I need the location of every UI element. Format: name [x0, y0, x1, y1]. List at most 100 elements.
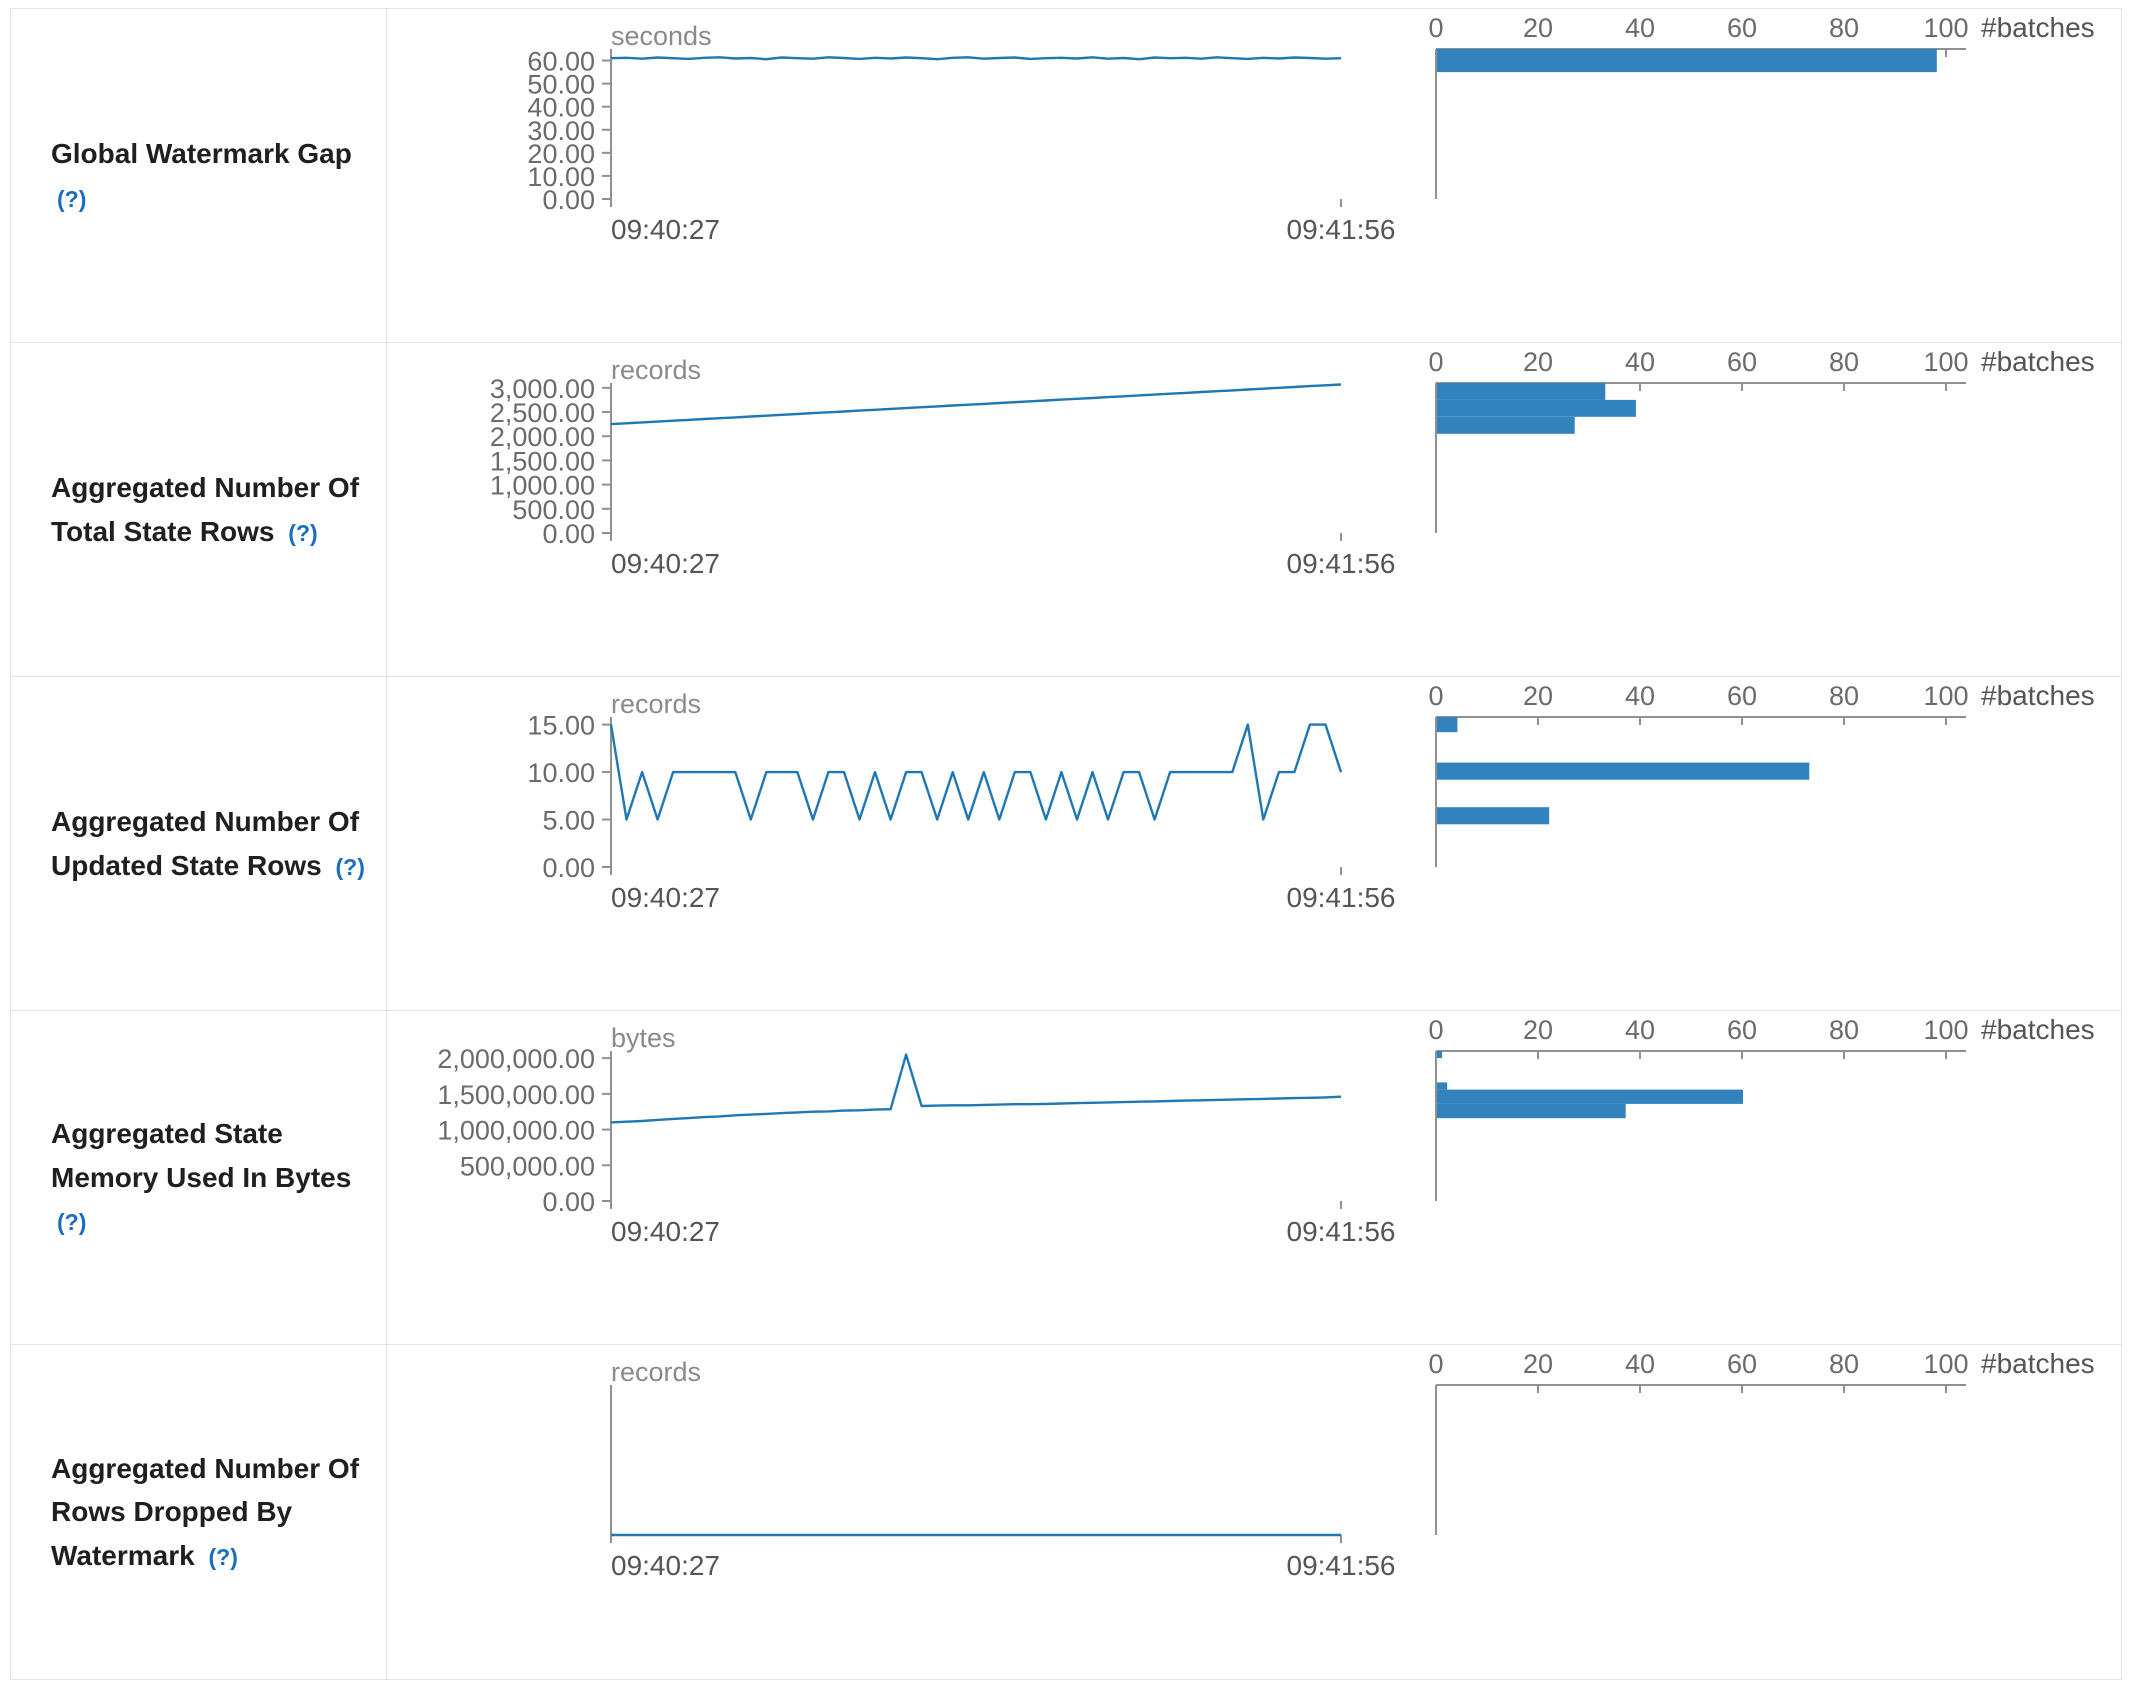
hist-x-tick-label: 0 — [1428, 347, 1443, 377]
hist-x-tick-label: 60 — [1727, 681, 1757, 711]
hist-x-tick-label: 40 — [1625, 347, 1655, 377]
y-tick-label: 500,000.00 — [460, 1151, 595, 1181]
hist-x-tick-label: 20 — [1523, 681, 1553, 711]
charts-cell: seconds 60.00 50.00 40.00 30.00 20.00 10.00 0.… — [387, 9, 2126, 342]
hist-x-tick-label: 40 — [1625, 681, 1655, 711]
y-tick-label: 2,500.00 — [490, 398, 595, 428]
hist-x-tick-label: 0 — [1428, 1015, 1443, 1045]
timeline-plot: 3,000.002,500.002,000.001,500.001,000.00… — [490, 374, 1396, 579]
timeline-series-line — [610, 1053, 1342, 1124]
timeline-chart: seconds 60.00 50.00 40.00 30.00 20.00 10.00 0.… — [387, 17, 1395, 342]
timeline-unit-label: records — [611, 689, 702, 719]
y-tick-label: 3,000.00 — [490, 374, 595, 404]
hist-x-tick-label: 0 — [1428, 13, 1443, 43]
y-tick-label: 2,000,000.00 — [437, 1044, 595, 1074]
charts-cell: records 09:40:27 09:41:56 0 20 40 60 80 100 #ba… — [387, 1345, 2126, 1679]
metric-label: Aggregated Number Of Total State Rows (?… — [51, 466, 380, 553]
y-tick-label: 30.00 — [527, 116, 595, 146]
x-tick-label: 09:41:56 — [1287, 214, 1396, 245]
help-tooltip-link[interactable]: (?) — [288, 519, 318, 546]
histogram-plot: 0 20 40 60 80 100 #batches — [1428, 1348, 2095, 1535]
histogram-bar — [1437, 399, 1636, 417]
metric-label: Global Watermark Gap (?) — [51, 132, 380, 219]
timeline-unit-label: bytes — [611, 1023, 676, 1053]
histogram-bar — [1437, 416, 1575, 434]
x-tick-label: 09:40:27 — [611, 882, 720, 913]
histogram-bar — [1437, 1082, 1448, 1090]
help-tooltip-link[interactable]: (?) — [57, 185, 87, 212]
hist-x-tick-label: 100 — [1923, 1349, 1968, 1379]
help-tooltip-link[interactable]: (?) — [57, 1209, 87, 1236]
histogram-bar — [1437, 1051, 1443, 1059]
y-tick-label: 1,000.00 — [490, 471, 595, 501]
histogram-chart: 0 20 40 60 80 100 #batches — [1426, 1014, 2126, 1344]
metric-name: Global Watermark Gap — [51, 138, 352, 170]
timeline-plot: 15.00 10.00 5.00 0.00 09:40:27 09:41:56 — [527, 711, 1395, 913]
x-tick-label: 09:41:56 — [1287, 882, 1396, 913]
hist-x-tick-label: 40 — [1625, 1015, 1655, 1045]
timeline-unit-label: records — [611, 1357, 702, 1387]
metric-name: Aggregated Number Of Updated State Rows — [51, 806, 360, 881]
timeline-plot: 09:40:27 09:41:56 — [610, 1385, 1396, 1581]
help-tooltip-link[interactable]: (?) — [208, 1543, 238, 1570]
x-tick-label: 09:41:56 — [1287, 548, 1396, 579]
streaming-metrics-table: Global Watermark Gap (?) seconds 60.00 50… — [10, 8, 2122, 1680]
x-tick-label: 09:41:56 — [1287, 1550, 1396, 1581]
timeline-chart: records 3,000.00 2,500.00 2,000.00 1,500.00… — [387, 351, 1396, 676]
histogram-plot: 0 20 40 60 80 100 #batches — [1428, 1014, 2095, 1201]
batches-axis-label: #batches — [1981, 1014, 2095, 1045]
histogram-chart: 0 20 40 60 80 100 #batches — [1426, 680, 2126, 1010]
histogram-chart: 0 20 40 60 80 100 #batches — [1426, 12, 2126, 342]
hist-x-tick-label: 40 — [1625, 1349, 1655, 1379]
hist-x-tick-label: 60 — [1727, 13, 1757, 43]
charts-cell: records 15.00 10.00 5.00 0.00 09:40:27 09:41:… — [387, 677, 2126, 1010]
y-tick-label: 1,000,000.00 — [437, 1116, 595, 1146]
y-tick-label: 0.00 — [542, 1187, 595, 1217]
metric-row-updated-state-rows: Aggregated Number Of Updated State Rows … — [11, 677, 2121, 1011]
hist-x-tick-label: 40 — [1625, 13, 1655, 43]
hist-x-tick-label: 20 — [1523, 1015, 1553, 1045]
metric-row-global-watermark-gap: Global Watermark Gap (?) seconds 60.00 50… — [11, 9, 2121, 343]
timeline-chart: bytes 2,000,000.00 1,500,000.00 1,000,000.… — [387, 1019, 1395, 1344]
x-tick-label: 09:40:27 — [611, 1216, 720, 1247]
x-tick-label: 09:40:27 — [611, 1550, 720, 1581]
y-tick-label: 60.00 — [527, 47, 595, 77]
hist-x-tick-label: 20 — [1523, 1349, 1553, 1379]
histogram-plot: 0 20 40 60 80 100 #batches — [1428, 12, 2095, 199]
hist-x-tick-label: 100 — [1923, 347, 1968, 377]
y-tick-label: 0.00 — [542, 519, 595, 549]
help-tooltip-link[interactable]: (?) — [335, 853, 365, 880]
histogram-chart: 0 20 40 60 80 100 #batches — [1426, 346, 2126, 676]
hist-x-tick-label: 60 — [1727, 1015, 1757, 1045]
y-tick-label: 20.00 — [527, 139, 595, 169]
y-tick-label: 40.00 — [527, 93, 595, 123]
hist-x-tick-label: 100 — [1923, 681, 1968, 711]
timeline-unit-label: seconds — [611, 21, 712, 51]
histogram-plot: 0 20 40 60 80 100 #batches — [1428, 680, 2095, 867]
histogram-plot: 0 20 40 60 80 100 #batches — [1428, 346, 2095, 533]
timeline-plot: 2,000,000.00 1,500,000.00 1,000,000.00 500,… — [437, 1044, 1395, 1247]
metric-name: Aggregated Number Of Rows Dropped By Wat… — [51, 1452, 360, 1571]
y-tick-label: 10.00 — [527, 758, 595, 788]
metric-name: Aggregated Number Of Total State Rows — [51, 472, 360, 547]
histogram-chart: 0 20 40 60 80 100 #batches — [1426, 1348, 2126, 1679]
charts-cell: records 3,000.00 2,500.00 2,000.00 1,500.00… — [387, 343, 2126, 676]
histogram-bar — [1437, 807, 1550, 825]
y-tick-label: 5.00 — [542, 806, 595, 836]
hist-x-tick-label: 80 — [1829, 1349, 1859, 1379]
batches-axis-label: #batches — [1981, 1348, 2095, 1379]
hist-x-tick-label: 20 — [1523, 13, 1553, 43]
hist-x-tick-label: 0 — [1428, 681, 1443, 711]
x-tick-label: 09:41:56 — [1287, 1216, 1396, 1247]
metric-name: Aggregated State Memory Used In Bytes — [51, 1118, 352, 1193]
metric-label: Aggregated State Memory Used In Bytes (?… — [51, 1112, 380, 1242]
histogram-bar — [1437, 49, 1937, 73]
hist-x-tick-label: 80 — [1829, 1015, 1859, 1045]
timeline-series-line — [610, 383, 1342, 426]
y-tick-label: 500.00 — [512, 495, 595, 525]
timeline-series-line — [610, 56, 1342, 61]
metric-label-cell: Global Watermark Gap (?) — [11, 9, 387, 342]
hist-x-tick-label: 100 — [1923, 1015, 1968, 1045]
metric-label-cell: Aggregated Number Of Total State Rows (?… — [11, 343, 387, 676]
